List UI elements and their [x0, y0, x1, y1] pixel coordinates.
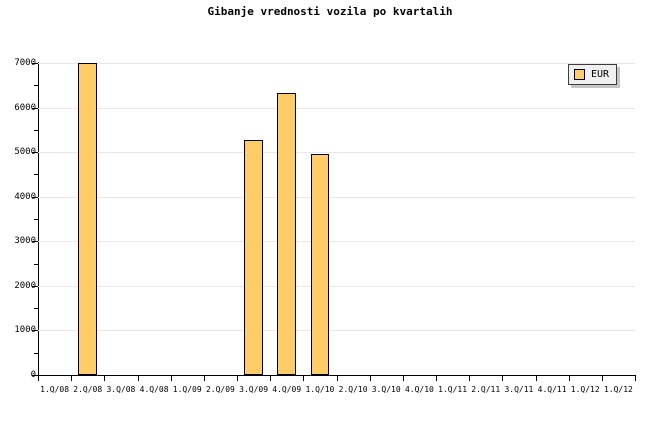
x-axis-tick-end [635, 376, 636, 381]
y-axis-minor-tick-2500 [34, 263, 38, 265]
gridline-3000 [38, 241, 635, 243]
x-axis-label-8: 1.Q/10 [305, 385, 335, 394]
x-axis-label-13: 2.Q/11 [471, 385, 501, 394]
y-axis-tick-2000 [32, 285, 38, 287]
x-axis-label-0: 1.Q/08 [40, 385, 70, 394]
y-axis-tick-1000 [32, 330, 38, 332]
gridline-2000 [38, 285, 635, 287]
y-axis-label-0: 0 [2, 371, 36, 380]
x-axis-label-2: 3.Q/08 [106, 385, 136, 394]
bar-3-Q-09[interactable] [244, 139, 263, 375]
x-axis-tick-3 [138, 376, 139, 381]
x-axis-tick-15 [536, 376, 537, 381]
y-axis-tick-4000 [32, 196, 38, 198]
y-axis: 0 1000 2000 3000 4000 5000 6000 7000 [0, 0, 36, 440]
bar-1-Q-10[interactable] [310, 154, 330, 375]
x-axis-tick-0 [38, 376, 39, 381]
bar-4-Q-09[interactable] [277, 93, 297, 375]
x-axis-tick-8 [303, 376, 304, 381]
chart-title: Gibanje vrednosti vozila po kvartalih [207, 5, 453, 18]
y-axis-label-7000: 7000 [14, 58, 36, 68]
chart-legend[interactable]: EUR [568, 64, 618, 85]
y-axis-label-5000: 5000 [14, 147, 36, 158]
y-axis-label-3000: 3000 [14, 236, 36, 247]
y-axis-minor-tick-5500 [34, 129, 38, 131]
y-axis-label-2000: 2000 [14, 280, 36, 291]
x-axis-label-12: 1.Q/11 [438, 385, 468, 394]
y-axis-minor-tick-1500 [34, 308, 38, 310]
y-axis-label-1000: 1000 [14, 325, 36, 336]
x-axis-label-4: 1.Q/09 [172, 385, 202, 394]
x-axis-tick-7 [270, 376, 271, 381]
x-axis-label-9: 2.Q/10 [338, 385, 368, 394]
gridline-1000 [38, 330, 635, 332]
x-axis-label-17: 1.Q/12 [603, 385, 633, 394]
y-axis-label-6000: 6000 [14, 102, 36, 113]
y-axis-tick-3000 [32, 241, 38, 243]
y-axis-line [38, 62, 39, 376]
x-axis-tick-11 [403, 376, 404, 381]
x-axis-label-10: 3.Q/10 [371, 385, 401, 394]
gridline-7000 [38, 63, 635, 64]
bar-2-Q-08[interactable] [78, 63, 98, 375]
y-axis-minor-tick-6500 [34, 85, 38, 87]
x-axis-tick-12 [436, 376, 437, 381]
legend-label-eur: EUR [591, 69, 610, 80]
x-axis-tick-1 [71, 376, 72, 381]
x-axis-tick-17 [602, 376, 603, 381]
x-axis-label-15: 4.Q/11 [537, 385, 567, 394]
x-axis-label-1: 2.Q/08 [73, 385, 103, 394]
x-axis-tick-13 [469, 376, 470, 381]
x-axis-label-11: 4.Q/10 [404, 385, 434, 394]
y-axis-label-4000: 4000 [14, 191, 36, 202]
x-axis-label-6: 3.Q/09 [239, 385, 269, 394]
x-axis-label-16: 1.Q/12 [570, 385, 600, 394]
gridline-4000 [38, 196, 635, 198]
legend-swatch-eur [574, 69, 585, 80]
x-axis-tick-2 [104, 376, 105, 381]
x-axis-tick-16 [569, 376, 570, 381]
y-axis-tick-6000 [32, 107, 38, 109]
plot-area [38, 63, 635, 375]
x-axis-tick-5 [204, 376, 205, 381]
x-axis-label-5: 2.Q/09 [205, 385, 235, 394]
x-axis-tick-14 [502, 376, 503, 381]
y-axis-minor-tick-500 [34, 352, 38, 354]
x-axis-tick-9 [337, 376, 338, 381]
x-axis-label-7: 4.Q/09 [272, 385, 302, 394]
y-axis-tick-0 [32, 375, 38, 376]
x-axis-label-3: 4.Q/08 [139, 385, 169, 394]
y-axis-tick-7000 [32, 63, 38, 64]
y-axis-tick-5000 [32, 152, 38, 154]
gridline-5000 [38, 152, 635, 154]
x-axis-line [38, 375, 636, 376]
y-axis-minor-tick-3500 [34, 219, 38, 220]
x-axis-label-14: 3.Q/11 [504, 385, 534, 394]
gridline-6000 [38, 107, 635, 109]
x-axis-tick-4 [171, 376, 172, 381]
x-axis-tick-6 [237, 376, 238, 381]
y-axis-minor-tick-4500 [34, 174, 38, 176]
x-axis-tick-10 [370, 376, 371, 381]
